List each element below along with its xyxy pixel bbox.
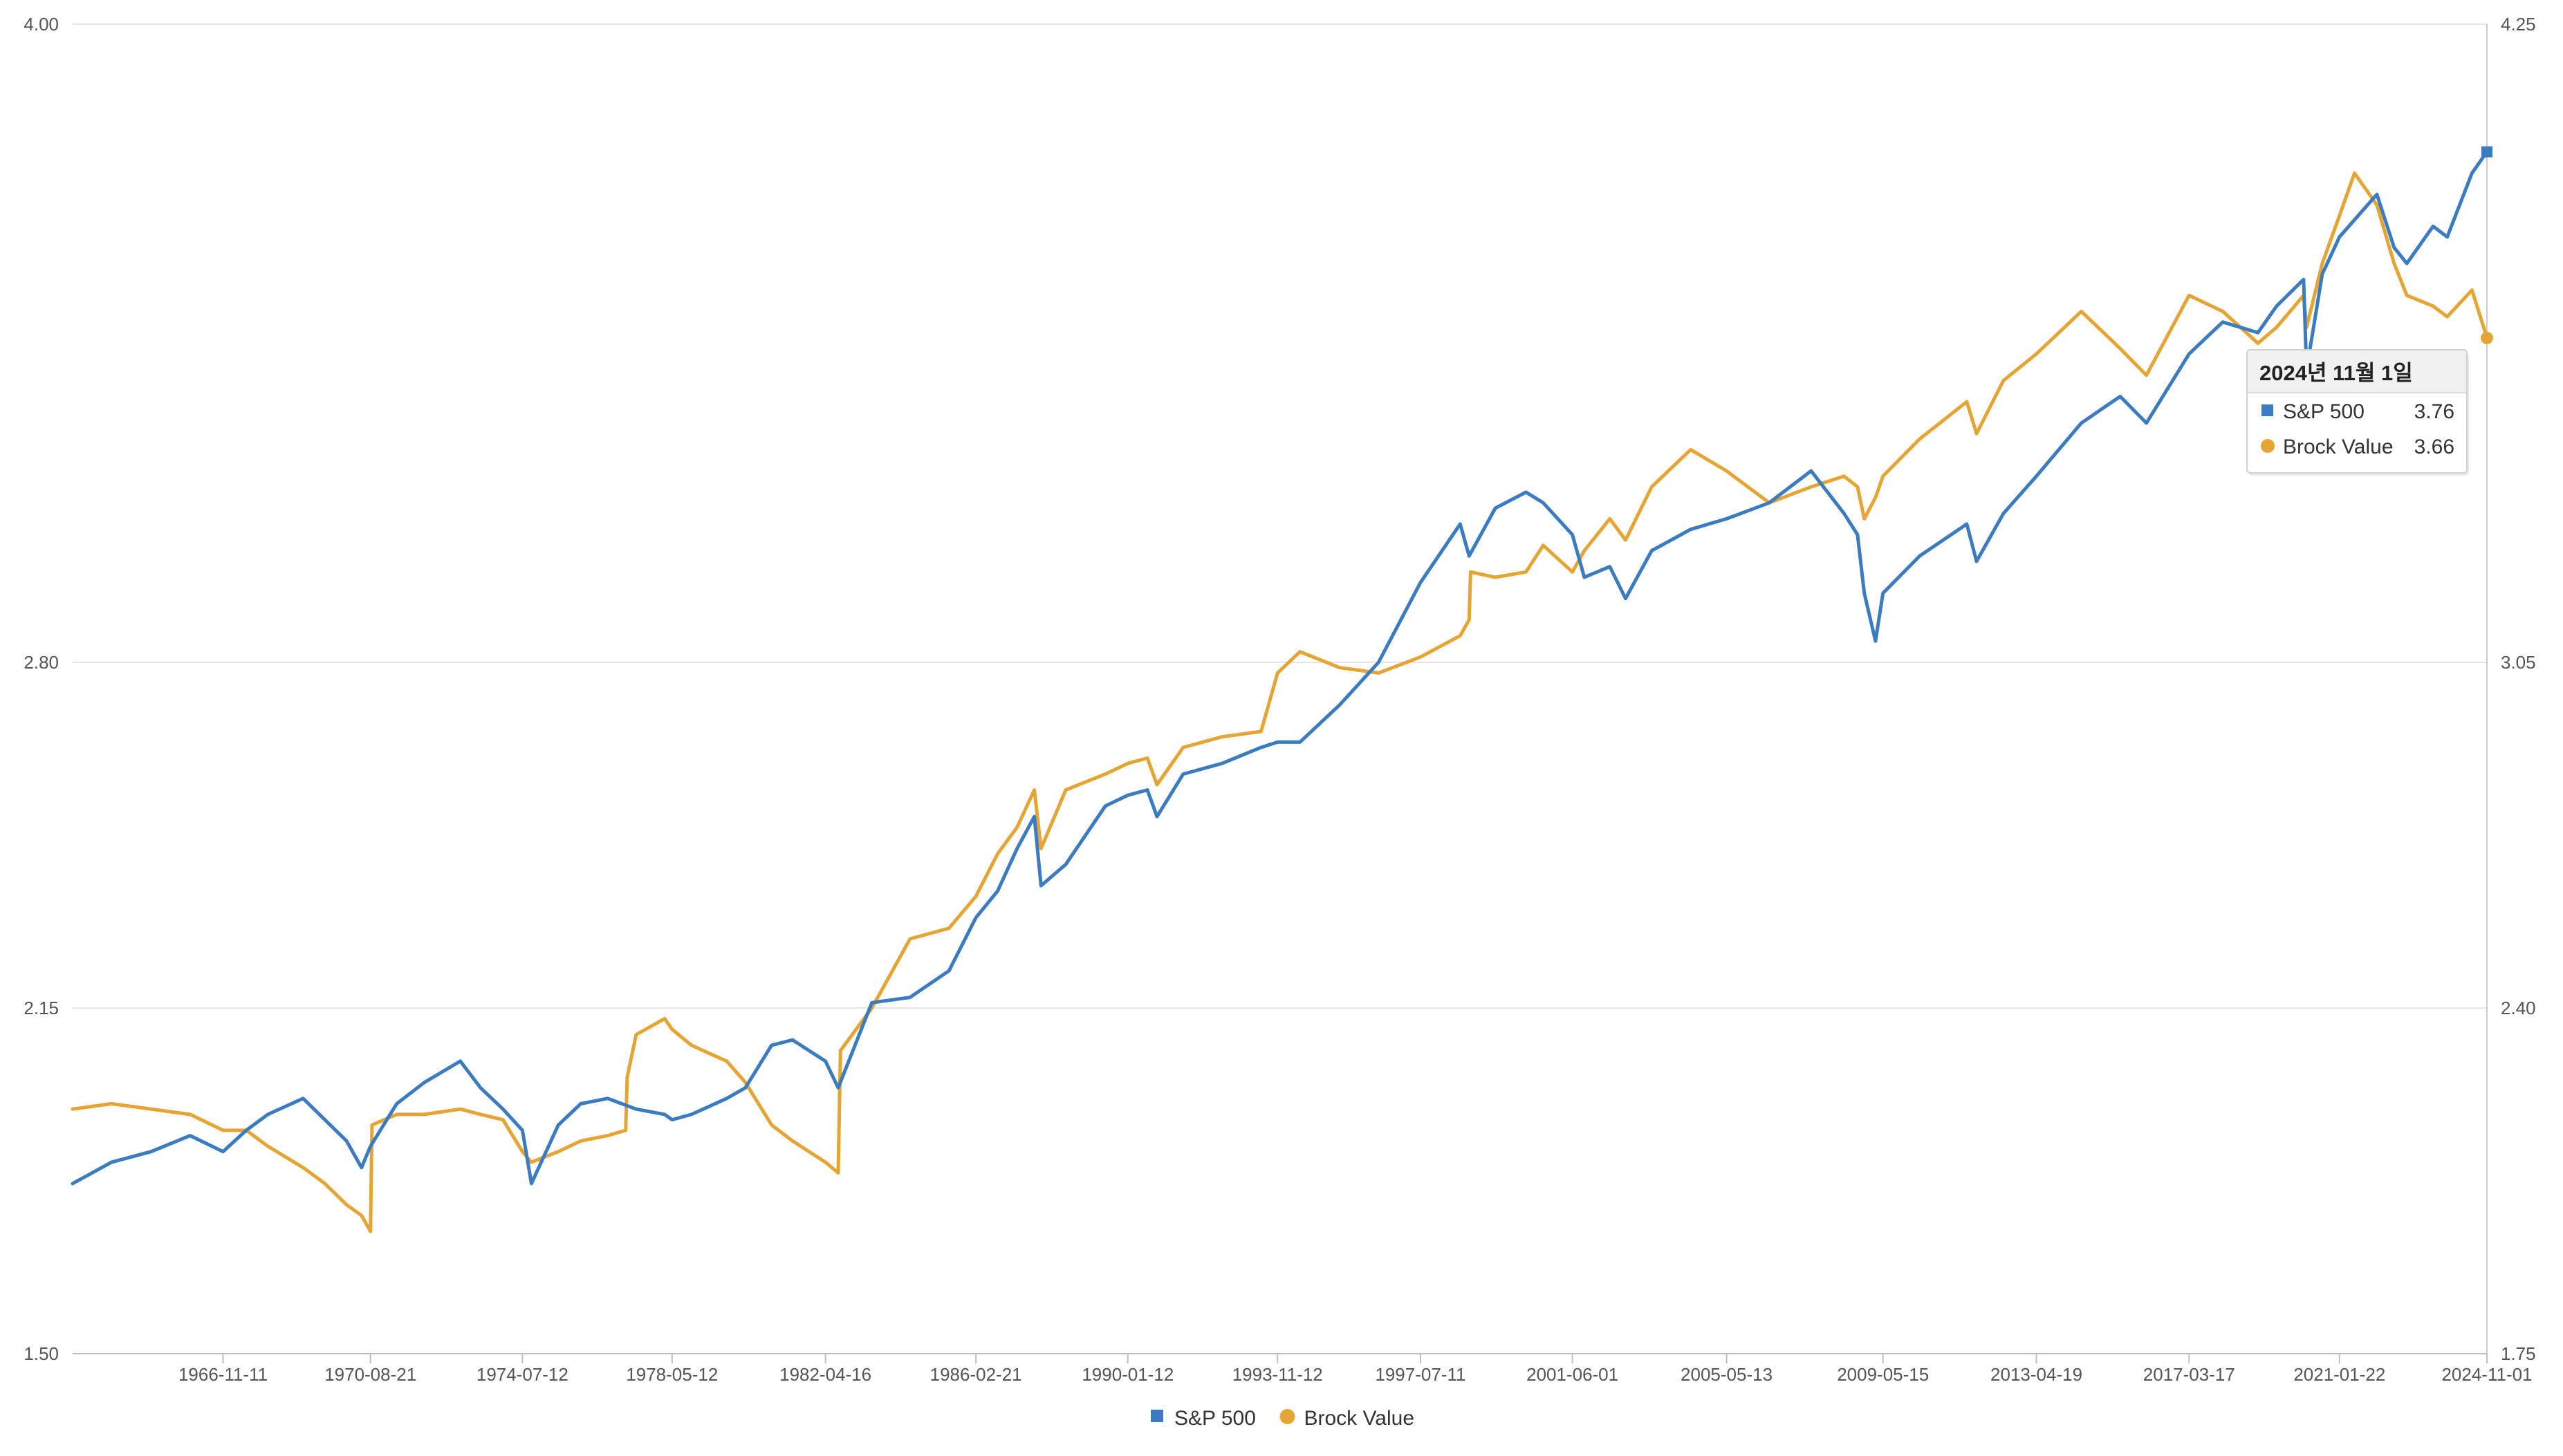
x-tick-label: 1966-11-11 (178, 1364, 268, 1385)
y-right-tick-label: 4.25 (2501, 14, 2536, 35)
y-left-tick-label: 2.15 (24, 998, 59, 1018)
x-tick-label: 1997-07-11 (1375, 1364, 1465, 1385)
tooltip-title: 2024년 11월 1일 (2259, 361, 2413, 385)
tooltip-swatch (2261, 439, 2275, 453)
series-lines[interactable] (71, 150, 2489, 1233)
legend[interactable]: S&P 500 Brock Value (1151, 1407, 1414, 1430)
legend-label: Brock Value (1304, 1407, 1415, 1430)
y-right-tick-label: 3.05 (2501, 652, 2536, 673)
x-tick-label: 1982-04-16 (779, 1364, 871, 1385)
x-tick-label: 2013-04-19 (1990, 1364, 2082, 1385)
x-tick-label: 2024-11-01 (2441, 1364, 2532, 1385)
y-left-tick-label: 1.50 (24, 1343, 59, 1364)
series-line-brock-value[interactable] (71, 171, 2489, 1233)
x-tick-label: 1993-11-12 (1232, 1364, 1323, 1385)
y-left-tick-label: 4.00 (24, 14, 59, 35)
legend-swatch (1279, 1409, 1295, 1424)
end-marker-brock-value (2481, 331, 2493, 344)
x-tick-label: 2021-01-22 (2293, 1364, 2385, 1385)
series-line-s-p-500[interactable] (71, 150, 2489, 1186)
end-markers (2481, 146, 2493, 344)
legend-swatch (1151, 1410, 1163, 1422)
x-tick-label: 2001-06-01 (1526, 1364, 1618, 1385)
x-tick-label: 1970-08-21 (324, 1364, 416, 1385)
y-right-tick-label: 2.40 (2501, 998, 2536, 1018)
tooltip-header-bg (2248, 351, 2466, 393)
tooltip: 2024년 11월 1일 S&P 500 3.76 Brock Value 3.66 (2246, 349, 2469, 476)
tooltip-swatch (2261, 404, 2273, 416)
x-tick-label: 2009-05-15 (1837, 1364, 1929, 1385)
x-tick-label: 1990-01-12 (1082, 1364, 1174, 1385)
x-tick-label: 1978-05-12 (626, 1364, 718, 1385)
tooltip-series-name: Brock Value (2283, 436, 2394, 458)
end-marker-s-p-500 (2481, 146, 2492, 158)
gridlines (73, 24, 2487, 1009)
y-right-tick-label: 1.75 (2501, 1343, 2536, 1364)
x-tick-label: 1986-02-21 (930, 1364, 1022, 1385)
tooltip-series-value: 3.66 (2414, 436, 2454, 458)
x-tick-label: 2017-03-17 (2143, 1364, 2235, 1385)
tooltip-series-name: S&P 500 (2283, 400, 2365, 423)
legend-label: S&P 500 (1174, 1407, 1256, 1430)
tooltip-series-value: 3.76 (2414, 400, 2454, 423)
axes: 1.50 2.15 2.80 4.00 1.75 2.40 3.05 4.25 1966-11-… (24, 14, 2535, 1385)
x-tick-label: 2005-05-13 (1681, 1364, 1773, 1385)
legend-item-s-p-500[interactable]: S&P 500 (1151, 1407, 1256, 1430)
y-left-tick-label: 2.80 (24, 652, 59, 673)
legend-item-brock-value[interactable]: Brock Value (1279, 1407, 1415, 1430)
x-tick-label: 1974-07-12 (476, 1364, 568, 1385)
